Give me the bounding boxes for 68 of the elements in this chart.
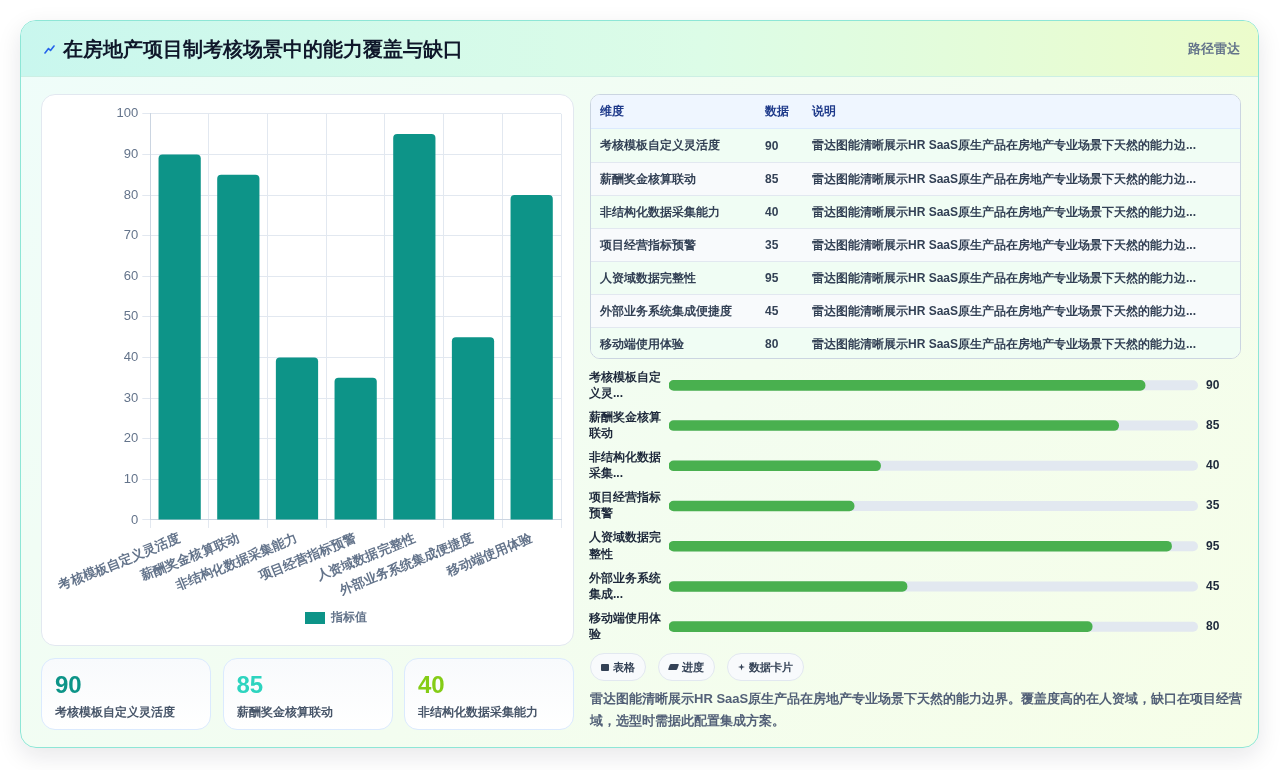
text: 雷达图能清晰展示HR SaaS原生产品在房地产专业场景下天然的能力边... <box>811 203 1198 221</box>
y-tick-label: 80 <box>123 186 139 202</box>
data-label: 80 <box>764 337 780 351</box>
data-label: 40 <box>764 205 780 219</box>
category-label: 非结构化数据采集能力 <box>599 203 721 221</box>
text: 数据 <box>764 103 790 120</box>
data-label: 90 <box>764 138 780 153</box>
text: 雷达图能清晰展示HR SaaS原生产品在房地产专业场景下天然的能力边... <box>811 335 1198 353</box>
y-tick-label: 非结构化数据采集... <box>588 449 661 481</box>
text: 雷达图能清晰展示HR SaaS原生产品在房地产专业场景下天然的能力边... <box>811 302 1198 320</box>
bar <box>451 337 495 520</box>
category-label: 外部业务系统集成便捷度 <box>599 302 733 320</box>
data-label: 85 <box>764 172 780 186</box>
category-label: 进度 <box>682 659 704 675</box>
data-label: 85 <box>236 670 264 700</box>
y-tick-label: 70 <box>123 227 139 243</box>
y-tick-label: 薪酬奖金核算联动 <box>588 409 661 440</box>
text: 维度 <box>599 103 625 120</box>
bar <box>334 377 377 520</box>
category-label: 薪酬奖金核算联动 <box>236 704 333 720</box>
data-label: 35 <box>764 238 780 252</box>
bar <box>393 134 436 520</box>
data-label: 45 <box>1206 578 1220 593</box>
data-label: 90 <box>1206 377 1220 392</box>
bar <box>217 174 260 520</box>
bar <box>510 195 553 520</box>
data-label: 45 <box>764 304 780 318</box>
y-tick-label: 考核模板自定义灵... <box>588 369 661 400</box>
data-label: 40 <box>418 670 445 700</box>
data-label: 80 <box>1206 619 1220 633</box>
y-tick-label: 移动端使用体验 <box>588 610 662 642</box>
category-label: 移动端使用体验 <box>599 335 685 353</box>
category-label: 非结构化数据采集能力 <box>418 704 538 720</box>
category-label: 数据卡片 <box>749 659 793 675</box>
data-label: 40 <box>1206 458 1220 473</box>
text: 雷达图能清晰展示HR SaaS原生产品在房地产专业场景下天然的能力边界。覆盖度高的在人资域，缺口在项目经营域，选型时需据此配置集成方案。 <box>590 690 1244 730</box>
y-tick-label: 90 <box>123 145 139 161</box>
legend-label: 指标值 <box>330 610 367 625</box>
text: 雷达图能清晰展示HR SaaS原生产品在房地产专业场景下天然的能力边... <box>811 236 1198 254</box>
y-tick-label: 10 <box>123 470 139 486</box>
data-label: 95 <box>764 271 780 285</box>
data-label: 95 <box>1206 538 1220 553</box>
y-tick-label: 项目经营指标预警 <box>588 490 661 521</box>
data-label: 35 <box>1206 498 1220 513</box>
y-tick-label: 30 <box>123 389 139 405</box>
text: 雷达图能清晰展示HR SaaS原生产品在房地产专业场景下天然的能力边... <box>811 137 1198 154</box>
bar <box>158 154 201 520</box>
category-label: 考核模板自定义灵活度 <box>55 704 175 720</box>
y-tick-label: 60 <box>123 267 139 283</box>
y-tick-label: 40 <box>123 349 139 365</box>
y-tick-label: 50 <box>123 308 139 324</box>
data-label: 90 <box>55 670 82 700</box>
category-label: 人资域数据完整性 <box>599 269 697 287</box>
y-tick-label: 100 <box>116 105 139 121</box>
text: 说明 <box>811 103 837 120</box>
category-label: 薪酬奖金核算联动 <box>599 170 697 188</box>
text: 路径雷达 <box>1188 41 1240 57</box>
text: 雷达图能清晰展示HR SaaS原生产品在房地产专业场景下天然的能力边... <box>811 170 1198 188</box>
y-tick-label: 0 <box>131 511 139 527</box>
text: 在房地产项目制考核场景中的能力覆盖与缺口 <box>63 37 463 62</box>
data-label: 85 <box>1206 417 1220 432</box>
y-tick-label: 外部业务系统集成... <box>588 570 662 601</box>
bar <box>275 357 319 520</box>
category-label: 考核模板自定义灵活度 <box>599 137 721 154</box>
text: 雷达图能清晰展示HR SaaS原生产品在房地产专业场景下天然的能力边... <box>811 269 1198 287</box>
y-tick-label: 20 <box>123 430 139 446</box>
category-label: 表格 <box>613 659 635 675</box>
category-label: 项目经营指标预警 <box>599 236 697 254</box>
